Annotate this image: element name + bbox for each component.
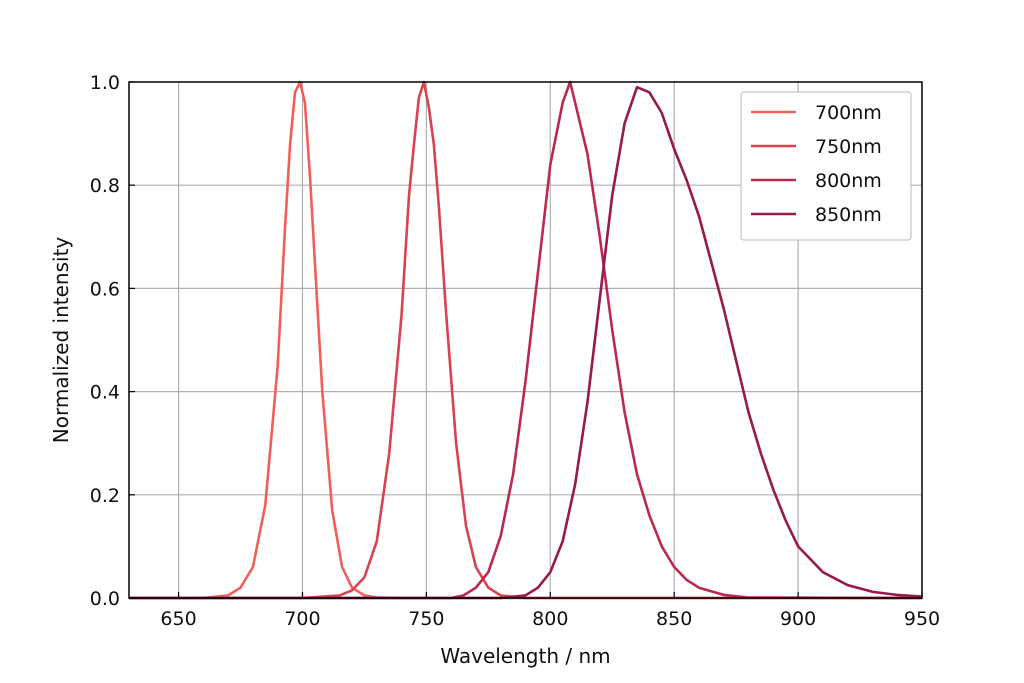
y-tick-label: 0.8 xyxy=(90,175,120,197)
legend-label: 850nm xyxy=(815,204,882,226)
axis-ticks: 650 700 750 800 850 900 950 0.0 0.2 0.4 0.6 0.8 1.0 xyxy=(90,72,940,630)
legend-label: 800nm xyxy=(815,170,882,192)
y-tick-label: 0.6 xyxy=(90,278,120,300)
x-tick-label: 700 xyxy=(284,608,320,630)
legend-box xyxy=(740,91,912,241)
y-tick-label: 1.0 xyxy=(90,72,120,94)
legend: 700nm 750nm 800nm 850nm xyxy=(740,91,912,241)
series-line-850nm xyxy=(129,85,923,600)
series-line-800nm xyxy=(129,80,923,600)
x-tick-label: 950 xyxy=(904,608,940,630)
x-tick-label: 900 xyxy=(780,608,816,630)
x-tick-label: 750 xyxy=(408,608,444,630)
x-tick-label: 800 xyxy=(532,608,568,630)
plot-series xyxy=(129,80,923,600)
x-axis-label: Wavelength / nm xyxy=(440,644,610,668)
y-tick-label: 0.0 xyxy=(90,588,120,610)
plot-frame xyxy=(128,81,923,599)
legend-label: 750nm xyxy=(815,136,882,158)
x-tick-label: 850 xyxy=(656,608,692,630)
series-line-750nm xyxy=(129,80,922,600)
x-tick-label: 650 xyxy=(160,608,196,630)
legend-label: 700nm xyxy=(815,102,882,124)
y-axis-label: Normalized intensity xyxy=(49,237,73,444)
y-tick-label: 0.4 xyxy=(90,382,120,404)
y-tick-label: 0.2 xyxy=(90,485,120,507)
